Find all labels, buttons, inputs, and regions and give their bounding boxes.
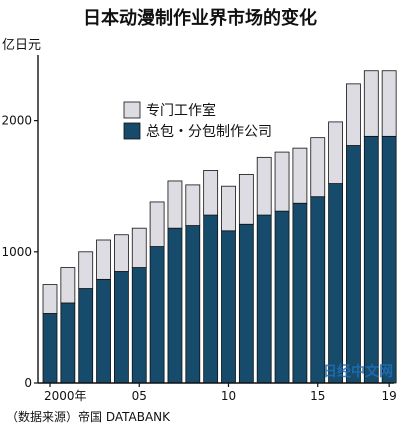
y-ticks: 0 1000 2000 [1, 114, 38, 390]
bar-contractor-2016 [328, 183, 344, 384]
bar-studio-2016 [328, 121, 344, 184]
y-axis-unit-label: 亿日元 [2, 38, 41, 53]
bar-studio-2012 [256, 156, 272, 216]
chart-title: 日本动漫制作业界市场的变化 [83, 7, 317, 29]
bar-studio-2008 [185, 184, 201, 226]
legend-label-studio: 专门工作室 [146, 102, 216, 119]
bar-contractor-2000 [42, 313, 58, 384]
bar-studio-2006 [149, 201, 165, 247]
bars-layer [42, 70, 397, 384]
x-tick-label-2000: 2000年 [44, 389, 87, 403]
bar-contractor-2008 [185, 225, 201, 384]
bar-contractor-2006 [149, 246, 165, 384]
bar-studio-2003 [96, 239, 111, 280]
x-tick-label-2010: 10 [221, 389, 236, 403]
bar-contractor-2012 [256, 214, 272, 384]
y-tick-label-2000: 2000 [1, 114, 32, 128]
bar-studio-2010 [221, 185, 236, 232]
bar-contractor-2010 [221, 230, 236, 384]
bar-studio-2004 [114, 234, 129, 272]
x-ticks: 2000年 05 10 15 19 [44, 383, 397, 403]
legend-swatch-studio [123, 101, 141, 119]
bar-studio-2015 [310, 137, 326, 198]
bar-contractor-2007 [167, 227, 183, 384]
source-note: （数据来源）帝国 DATABANK [6, 409, 171, 424]
bar-studio-2013 [274, 151, 290, 212]
bar-contractor-2003 [96, 278, 111, 384]
x-tick-label-2005: 05 [132, 389, 147, 403]
bar-contractor-2014 [292, 202, 308, 384]
bar-contractor-2011 [238, 223, 254, 384]
x-tick-label-2019: 19 [382, 389, 397, 403]
bar-studio-2017 [346, 83, 361, 146]
y-tick-label-0: 0 [24, 376, 32, 390]
bar-contractor-2019 [381, 135, 397, 384]
legend: 专门工作室 总包・分包制作公司 [123, 101, 272, 140]
y-tick-label-1000: 1000 [1, 245, 32, 259]
bar-studio-2011 [238, 173, 254, 225]
bar-contractor-2001 [60, 302, 76, 384]
bar-contractor-2002 [78, 288, 94, 384]
bar-contractor-2004 [114, 271, 129, 384]
bar-contractor-2018 [363, 135, 379, 384]
x-tick-label-2015: 15 [310, 389, 325, 403]
bar-contractor-2015 [310, 196, 326, 384]
bar-studio-2007 [167, 180, 183, 229]
bar-studio-2019 [381, 70, 397, 137]
watermark-text: 日经中文网 [323, 363, 393, 380]
bar-contractor-2005 [131, 267, 147, 384]
legend-swatch-contractor [123, 122, 141, 140]
bar-studio-2000 [42, 284, 58, 314]
bar-studio-2001 [60, 267, 76, 304]
bar-contractor-2017 [346, 145, 361, 384]
legend-label-contractor: 总包・分包制作公司 [146, 124, 272, 140]
bar-studio-2002 [78, 251, 94, 289]
bar-contractor-2009 [203, 214, 219, 384]
axes-layer [37, 55, 394, 384]
bar-studio-2005 [131, 227, 147, 268]
bar-studio-2018 [363, 70, 379, 137]
bar-studio-2009 [203, 170, 219, 216]
bar-studio-2014 [292, 147, 308, 204]
bar-contractor-2013 [274, 210, 290, 384]
